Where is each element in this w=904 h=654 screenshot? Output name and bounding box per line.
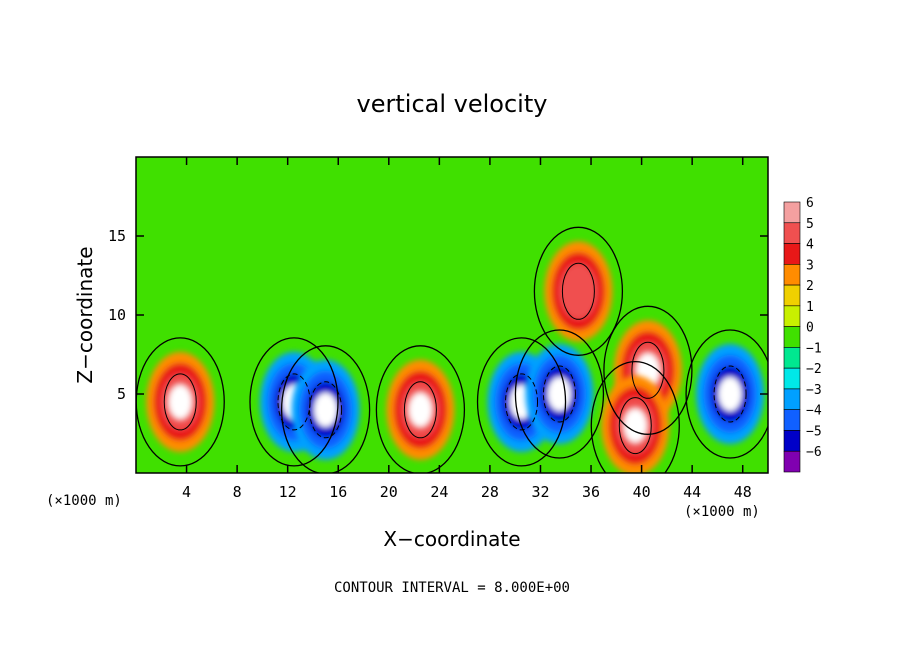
inner-contour [561,262,595,320]
inner-contour [309,381,343,439]
updraft-core [386,359,455,460]
colorbar-label: −2 [806,362,822,377]
updraft-shade [623,408,647,443]
zero-contour [590,360,680,473]
inner-contour [163,373,197,431]
colorbar-swatch [783,326,801,348]
colorbar-label: 4 [806,238,814,253]
chart-title: vertical velocity [357,90,548,118]
colorbar-label: −4 [806,404,822,419]
inner-contour [542,365,576,423]
inner-contour [403,381,437,439]
zero-contour [280,345,371,473]
x-tick-label: 8 [233,483,242,501]
colorbar-swatch [783,305,801,327]
colorbar-label: −6 [806,445,822,460]
y-tick-label: 5 [117,385,126,403]
colorbar-label: −5 [806,424,822,439]
y-tick-label: 10 [108,306,126,324]
x-axis-label: X−coordinate [383,527,520,551]
colorbar-swatch [783,409,801,431]
updraft-core [601,375,670,473]
updraft-shade [168,384,192,419]
downdraft-core [525,344,594,444]
x-tick-label: 36 [582,483,600,501]
updraft-shade [559,263,598,320]
z-unit-label: (×1000 m) [46,493,122,509]
zero-contour [685,329,768,459]
colorbar-label: 1 [806,300,814,315]
colorbar-swatch [783,284,801,307]
updraft-core [544,241,613,342]
colorbar-swatch [783,450,801,473]
zero-contour [514,329,605,459]
inner-contour [713,365,747,423]
x-tick-label: 20 [380,483,398,501]
colorbar-swatch [783,201,801,224]
y-tick-label: 15 [108,227,126,245]
zero-contour [375,345,466,473]
x-tick-label: 28 [481,483,499,501]
y-axis-label: Z−coordinate [73,246,97,383]
zero-contour [476,337,567,467]
updraft-core [146,351,215,452]
zero-contour [249,337,339,467]
colorbar-label: −3 [806,383,822,398]
inner-contour [505,373,539,431]
colorbar-swatch [783,388,801,410]
x-tick-label: 40 [633,483,651,501]
colorbar-label: 2 [806,279,814,294]
colorbar-label: −1 [806,341,822,356]
colorbar-swatch [783,347,801,369]
inner-contour [277,373,311,431]
inner-contour [618,397,652,455]
colorbar: 6 5 4 3 2 1 0 −1 −2 −3 −4 −5 −6 [783,196,822,473]
x-tick-label: 4 [182,483,191,501]
colorbar-swatch [783,264,801,286]
colorbar-label: 0 [806,321,814,336]
colorbar-label: 5 [806,217,814,232]
updraft-shade [408,392,432,427]
inner-contour [631,341,665,399]
colorbar-label: 3 [806,258,814,273]
contour-interval-footer: CONTOUR INTERVAL = 8.000E+00 [334,580,570,596]
x-tick-label: 44 [683,483,701,501]
x-tick-label: 12 [279,483,297,501]
colorbar-swatch [783,367,801,390]
x-tick-label: 24 [430,483,448,501]
downdraft-shade [718,377,742,411]
downdraft-core [291,359,360,460]
downdraft-shade [547,377,571,411]
downdraft-shade [314,392,338,427]
colorbar-swatch [783,430,801,452]
colorbar-swatch [783,243,801,265]
colorbar-swatch [783,222,801,244]
x-unit-label: (×1000 m) [684,504,760,520]
x-tick-label: 16 [329,483,347,501]
x-tick-label: 48 [734,483,752,501]
colorbar-label: 6 [806,196,814,211]
zero-contour [533,226,624,356]
downdraft-core [696,344,765,444]
zero-contour [603,305,693,435]
x-tick-label: 32 [531,483,549,501]
velocity-field [146,241,765,473]
